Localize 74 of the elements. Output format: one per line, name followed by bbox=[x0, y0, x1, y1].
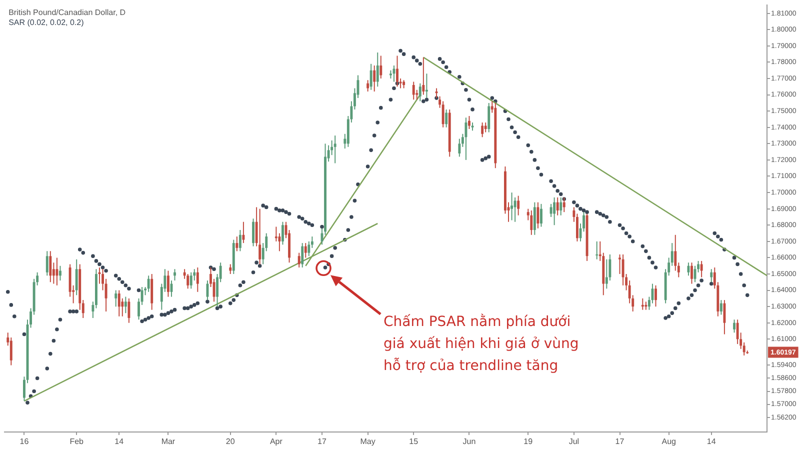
candlestick bbox=[641, 298, 644, 310]
candlestick bbox=[445, 108, 448, 128]
x-tick-label: 17 bbox=[318, 437, 327, 446]
candlestick bbox=[464, 117, 468, 160]
candlestick bbox=[334, 135, 336, 164]
x-tick-label: May bbox=[360, 437, 376, 446]
candlestick bbox=[596, 240, 598, 260]
candlestick bbox=[166, 270, 170, 298]
candlestick bbox=[510, 192, 514, 221]
x-tick-label: 16 bbox=[20, 437, 30, 446]
candlestick bbox=[196, 266, 199, 292]
x-tick-label: 17 bbox=[615, 437, 625, 446]
candlestick bbox=[282, 221, 284, 246]
x-tick-label: Apr bbox=[270, 437, 283, 446]
candlestick bbox=[481, 122, 484, 138]
candlestick bbox=[190, 272, 192, 290]
x-tick-label: 20 bbox=[226, 437, 236, 446]
annotation: Chấm PSAR nằm phía dưới giá xuất hiện khi giá ở vùng hỗ trợ của trendline tăng bbox=[384, 313, 579, 374]
candlestick bbox=[687, 262, 690, 276]
candlestick bbox=[553, 196, 556, 226]
candlestick bbox=[370, 63, 372, 90]
candlestick bbox=[468, 115, 470, 130]
candlestick bbox=[690, 262, 693, 284]
x-tick-label: Mar bbox=[161, 437, 176, 446]
candlestick bbox=[412, 81, 415, 100]
candlestick bbox=[418, 82, 422, 102]
candlestick bbox=[274, 226, 278, 242]
x-tick-label: 15 bbox=[409, 437, 419, 446]
candlestick bbox=[238, 230, 242, 252]
candlestick bbox=[366, 80, 370, 92]
candlestick bbox=[304, 242, 307, 258]
candlestick bbox=[560, 196, 562, 216]
candlestick bbox=[700, 260, 703, 278]
candlestick bbox=[484, 122, 487, 133]
candlestick bbox=[540, 203, 542, 228]
x-tick-label: Jul bbox=[568, 437, 580, 446]
candlestick bbox=[458, 138, 461, 158]
candlestick bbox=[720, 300, 722, 316]
candlestick bbox=[229, 264, 232, 274]
candlestick bbox=[442, 100, 444, 128]
candlestick bbox=[373, 64, 376, 92]
candlestick bbox=[308, 240, 310, 257]
x-tick-label: 14 bbox=[114, 437, 124, 446]
candlestick bbox=[605, 258, 608, 290]
candlestick bbox=[376, 52, 379, 88]
candlestick bbox=[514, 196, 516, 222]
candlestick bbox=[530, 210, 533, 236]
candlestick bbox=[252, 218, 255, 247]
candlestick bbox=[422, 56, 425, 96]
candlestick bbox=[536, 202, 540, 229]
candlestick bbox=[380, 55, 382, 80]
candlestick bbox=[416, 89, 418, 100]
chart-title: British Pound/Canadian Dollar, D bbox=[8, 8, 126, 18]
candlestick bbox=[556, 196, 559, 216]
candlestick bbox=[488, 102, 490, 133]
x-tick-label: Jun bbox=[462, 437, 476, 446]
candlestick bbox=[736, 319, 739, 345]
candlestick bbox=[174, 268, 176, 282]
candlestick bbox=[654, 284, 657, 308]
x-tick-label: Feb bbox=[70, 437, 84, 446]
candlestick bbox=[298, 252, 300, 268]
candlestick bbox=[733, 319, 736, 334]
candlestick bbox=[186, 273, 190, 290]
x-tick-label: 19 bbox=[524, 437, 534, 446]
candlestick bbox=[517, 195, 520, 216]
candlestick bbox=[550, 203, 552, 218]
x-tick-label: 14 bbox=[706, 437, 716, 446]
text: SAR (0.02, 0.02, 0.2) bbox=[8, 18, 84, 28]
x-tick-label: Aug bbox=[662, 437, 676, 446]
candlestick bbox=[301, 242, 304, 268]
candlestick bbox=[242, 221, 245, 244]
candlestick bbox=[533, 202, 536, 236]
candlestick bbox=[236, 236, 238, 252]
candlestick bbox=[723, 300, 726, 335]
